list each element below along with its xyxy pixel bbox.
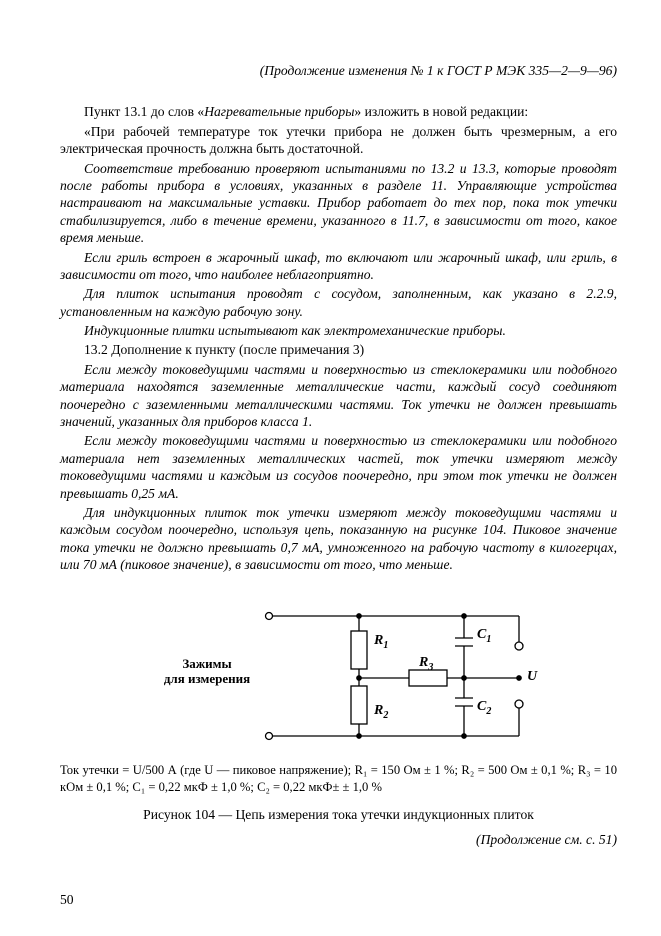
para-13-1-intro: Пункт 13.1 до слов «Нагревательные прибо…	[60, 103, 617, 120]
para-ceramic-1: Если между токоведущими частями и поверх…	[60, 361, 617, 431]
figure-legend: Ток утечки = U/500 А (где U — пиковое на…	[60, 762, 617, 796]
para-induction-leak: Для индукционных плиток ток утечки измер…	[60, 504, 617, 574]
para-induction: Индукционные плитки испытывают как элект…	[60, 322, 617, 339]
label-R1: R1	[373, 633, 388, 651]
para-conformity: Соответствие требованию проверяют испыта…	[60, 160, 617, 247]
header-continuation: (Продолжение изменения № 1 к ГОСТ Р МЭК …	[60, 62, 617, 79]
para-13-2-title: 13.2 Дополнение к пункту (после примечан…	[60, 341, 617, 358]
terminals-label-1: Зажимы	[182, 656, 231, 671]
p1-italic: Нагревательные приборы	[204, 104, 354, 119]
p1-text-a: Пункт 13.1 до слов «	[84, 104, 204, 119]
para-quote-1: «При рабочей температуре ток утечки приб…	[60, 123, 617, 158]
label-R2: R2	[373, 703, 388, 721]
para-ceramic-2: Если между токоведущими частями и поверх…	[60, 432, 617, 502]
p1-text-c: » изложить в новой редакции:	[354, 104, 528, 119]
figure-caption: Рисунок 104 — Цепь измерения тока утечки…	[60, 806, 617, 823]
para-plates: Для плиток испытания проводят с сосудом,…	[60, 285, 617, 320]
page: (Продолжение изменения № 1 к ГОСТ Р МЭК …	[0, 0, 661, 936]
label-C2: C2	[477, 699, 491, 717]
circuit-diagram: R1 R2 R3 C1 C2 U Зажимы для измерения	[129, 586, 549, 756]
figure-104: R1 R2 R3 C1 C2 U Зажимы для измерения	[60, 586, 617, 756]
page-number: 50	[60, 891, 74, 908]
terminals-label-2: для измерения	[163, 671, 249, 686]
para-grill: Если гриль встроен в жарочный шкаф, то в…	[60, 249, 617, 284]
continuation-note: (Продолжение см. с. 51)	[60, 831, 617, 848]
label-U: U	[527, 669, 538, 684]
label-C1: C1	[477, 627, 491, 645]
